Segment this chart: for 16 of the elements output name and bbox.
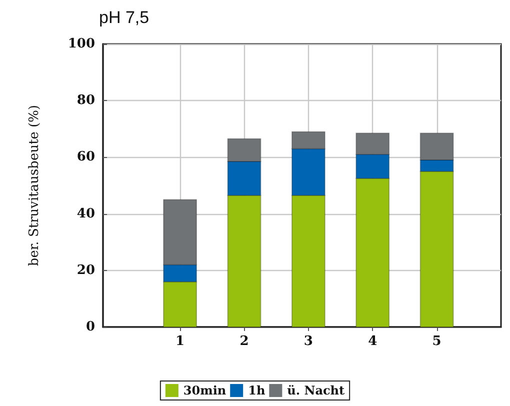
legend-label: ü. Nacht — [287, 384, 346, 398]
x-tick-label: 5 — [432, 334, 442, 349]
x-tick-label: 1 — [176, 334, 185, 349]
y-tick-label: 40 — [76, 206, 95, 222]
x-tick-label: 2 — [240, 334, 249, 349]
chart-title: pH 7,5 — [99, 8, 150, 27]
legend-label: 30min — [183, 384, 226, 398]
y-tick-label: 60 — [76, 150, 95, 165]
y-tick-label: 20 — [76, 262, 95, 278]
y-axis-title: ber. Struvitausbeute (%) — [27, 104, 42, 266]
y-tick-label: 100 — [68, 36, 95, 52]
legend-label: 1h — [248, 384, 266, 398]
x-tick-label: 4 — [368, 334, 378, 349]
y-tick-label: 0 — [86, 320, 95, 334]
x-tick-label: 3 — [304, 334, 313, 349]
y-tick-label: 80 — [76, 93, 95, 108]
